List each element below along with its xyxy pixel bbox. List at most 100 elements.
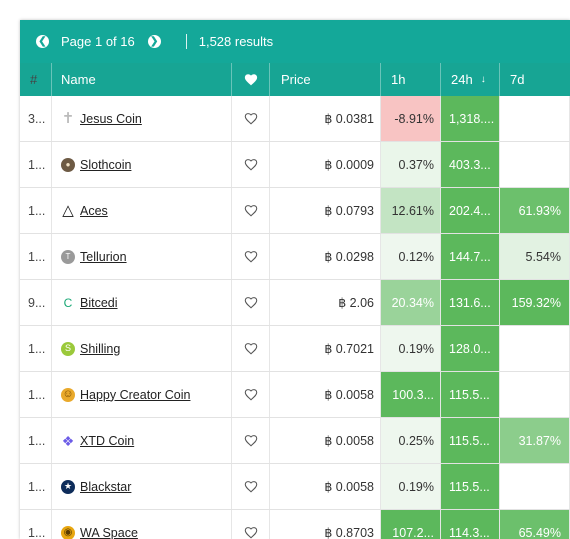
- price-value: ฿ 0.0793: [324, 204, 374, 218]
- change-7d-value: 5.54%: [525, 249, 561, 264]
- heart-outline-icon[interactable]: [244, 250, 258, 263]
- rank-value: 1...: [28, 157, 46, 172]
- coin-name-link[interactable]: XTD Coin: [80, 433, 135, 448]
- favorite-cell: [232, 372, 270, 417]
- rank-value: 1...: [28, 203, 46, 218]
- col-7d[interactable]: 7d: [510, 72, 525, 87]
- table-row[interactable]: 9... C Bitcedi ฿ 2.06 20.34% 131.6... 15…: [20, 280, 570, 326]
- bitcedi-icon: C: [63, 295, 73, 310]
- table-row[interactable]: 1... S Shilling ฿ 0.7021 0.19% 128.0...: [20, 326, 570, 372]
- change-24h-value: 114.3...: [449, 525, 490, 539]
- price-value: ฿ 0.0058: [324, 434, 374, 448]
- coin-name-link[interactable]: Tellurion: [80, 249, 127, 264]
- heart-outline-icon[interactable]: [244, 296, 258, 309]
- heart-outline-icon[interactable]: [244, 480, 258, 493]
- rank-cell: 1...: [20, 418, 52, 463]
- table-row[interactable]: 1... ● Slothcoin ฿ 0.0009 0.37% 403.3...: [20, 142, 570, 188]
- table-row[interactable]: 1... △ Aces ฿ 0.0793 12.61% 202.4... 61.…: [20, 188, 570, 234]
- triangle-icon: △: [62, 202, 74, 219]
- table-row[interactable]: 1... ☺ Happy Creator Coin ฿ 0.0058 100.3…: [20, 372, 570, 418]
- change-1h-value: -8.91%: [394, 111, 434, 126]
- change-7d-cell: 5.54%: [500, 234, 570, 279]
- coin-name-link[interactable]: Blackstar: [80, 479, 132, 494]
- change-1h-value: 0.19%: [398, 341, 434, 356]
- change-1h-value: 0.19%: [398, 479, 434, 494]
- table-row[interactable]: 3... ✝ Jesus Coin ฿ 0.0381 -8.91% 1,318.…: [20, 96, 570, 142]
- table-row[interactable]: 1... ❖ XTD Coin ฿ 0.0058 0.25% 115.5... …: [20, 418, 570, 464]
- change-1h-cell: 12.61%: [381, 188, 441, 233]
- change-7d-value: 61.93%: [518, 203, 561, 218]
- prev-page-button[interactable]: ❮: [36, 35, 49, 48]
- divider: [185, 34, 187, 49]
- change-1h-value: 0.37%: [398, 157, 434, 172]
- smiley-coin-icon: ☺: [61, 387, 75, 402]
- heart-outline-icon[interactable]: [244, 112, 258, 125]
- heart-outline-icon[interactable]: [244, 204, 258, 217]
- table-header: # Name Price 1h 24h ↓ 7d: [20, 63, 570, 96]
- col-1h[interactable]: 1h: [381, 63, 441, 96]
- favorite-cell: [232, 188, 270, 233]
- col-favorite[interactable]: [232, 63, 270, 96]
- change-1h-cell: 0.19%: [381, 464, 441, 509]
- table-row[interactable]: 1... ◉ WA Space ฿ 0.8703 107.2... 114.3.…: [20, 510, 570, 539]
- change-24h-cell: 202.4...: [441, 188, 500, 233]
- coin-name-link[interactable]: WA Space: [80, 525, 138, 539]
- change-7d-cell: 31.87%: [500, 418, 570, 463]
- col-name[interactable]: Name: [52, 63, 232, 96]
- table-row[interactable]: 1... T Tellurion ฿ 0.0298 0.12% 144.7...…: [20, 234, 570, 280]
- change-7d-cell: [500, 96, 570, 141]
- rank-cell: 1...: [20, 326, 52, 371]
- rank-cell: 1...: [20, 142, 52, 187]
- coin-table-panel: ❮ Page 1 of 16 ❯ 1,528 results # Name Pr…: [20, 20, 570, 539]
- pagination-bar: ❮ Page 1 of 16 ❯ 1,528 results: [20, 20, 570, 63]
- price-cell: ฿ 0.0058: [270, 464, 381, 509]
- coin-name-link[interactable]: Happy Creator Coin: [80, 387, 191, 402]
- heart-outline-icon[interactable]: [244, 388, 258, 401]
- coin-name-link[interactable]: Bitcedi: [80, 295, 118, 310]
- change-24h-value: 144.7...: [449, 249, 491, 264]
- heart-outline-icon[interactable]: [244, 342, 258, 355]
- price-cell: ฿ 0.0009: [270, 142, 381, 187]
- price-value: ฿ 0.0058: [324, 388, 374, 402]
- coin-name-link[interactable]: Slothcoin: [80, 157, 132, 172]
- col-24h[interactable]: 24h ↓: [441, 63, 500, 96]
- change-7d-cell: [500, 326, 570, 371]
- table-row[interactable]: 1... ★ Blackstar ฿ 0.0058 0.19% 115.5...: [20, 464, 570, 510]
- change-7d-cell: 65.49%: [500, 510, 570, 539]
- name-cell: ● Slothcoin: [52, 142, 232, 187]
- change-1h-value: 20.34%: [391, 295, 434, 310]
- change-1h-value: 100.3...: [392, 387, 434, 402]
- change-7d-value: 31.87%: [518, 433, 561, 448]
- rank-value: 1...: [28, 525, 46, 539]
- next-page-button[interactable]: ❯: [147, 35, 161, 48]
- name-cell: ★ Blackstar: [52, 464, 232, 509]
- change-24h-cell: 144.7...: [441, 234, 500, 279]
- rank-value: 1...: [28, 249, 46, 264]
- results-count: 1,528 results: [198, 34, 274, 49]
- rank-cell: 3...: [20, 96, 52, 141]
- change-24h-value: 115.5...: [449, 479, 490, 494]
- heart-outline-icon[interactable]: [244, 434, 258, 447]
- change-1h-cell: -8.91%: [381, 96, 441, 141]
- change-24h-cell: 128.0...: [441, 326, 500, 371]
- change-7d-cell: [500, 464, 570, 509]
- coin-name-link[interactable]: Jesus Coin: [80, 111, 142, 126]
- heart-outline-icon[interactable]: [244, 158, 258, 171]
- coin-name-link[interactable]: Shilling: [80, 341, 121, 356]
- name-cell: ☺ Happy Creator Coin: [52, 372, 232, 417]
- col-price[interactable]: Price: [270, 63, 381, 96]
- name-cell: T Tellurion: [52, 234, 232, 279]
- col-rank[interactable]: #: [20, 63, 52, 96]
- change-24h-value: 128.0...: [449, 341, 491, 356]
- coin-name-link[interactable]: Aces: [80, 203, 108, 218]
- change-1h-value: 0.12%: [398, 249, 434, 264]
- col-24h-label: 24h: [451, 72, 473, 87]
- change-24h-cell: 115.5...: [441, 418, 500, 463]
- change-1h-cell: 100.3...: [381, 372, 441, 417]
- heart-outline-icon[interactable]: [244, 526, 258, 539]
- change-24h-value: 115.5...: [449, 433, 490, 448]
- change-24h-value: 115.5...: [449, 387, 490, 402]
- favorite-cell: [232, 510, 270, 539]
- rank-value: 1...: [28, 341, 46, 356]
- rank-value: 3...: [28, 111, 46, 126]
